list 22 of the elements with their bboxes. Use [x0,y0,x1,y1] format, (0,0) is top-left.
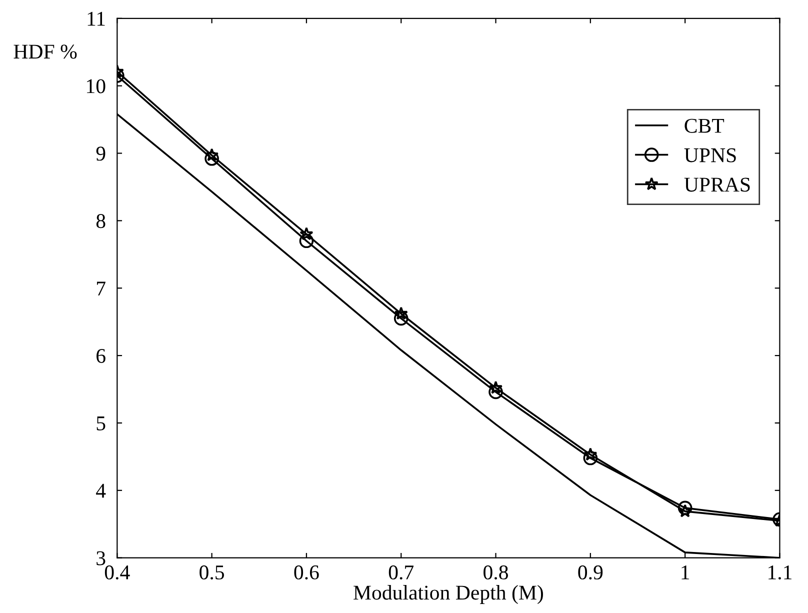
x-tick-label: 0.5 [200,565,224,580]
y-tick-label: 8 [96,214,106,228]
y-tick-label: 7 [97,282,106,296]
x-tick-label: 0.7 [388,565,414,580]
y-tick-label: 4 [96,484,106,498]
x-axis-title: Modulation Depth (M) [354,585,543,604]
y-axis-title: HDF % [14,44,77,59]
x-tick-label: 0.4 [104,565,130,580]
x-tick-label: 0.8 [484,565,508,580]
y-tick-label: 9 [96,146,106,161]
x-tick-label: 0.9 [578,565,603,580]
y-tick-label: 11 [88,12,105,26]
y-tick-label: 5 [96,416,106,430]
legend-label: UPRAS [684,178,750,192]
y-tick-label: 3 [96,551,106,566]
x-tick-label: 1.1 [768,565,792,580]
legend-label: UPNS [684,148,736,162]
y-tick-label: 6 [96,348,106,363]
x-tick-label: 1 [682,565,690,580]
y-tick-label: 10 [87,79,106,94]
x-tick-label: 0.6 [294,565,319,580]
legend-label: CBT [684,118,724,133]
